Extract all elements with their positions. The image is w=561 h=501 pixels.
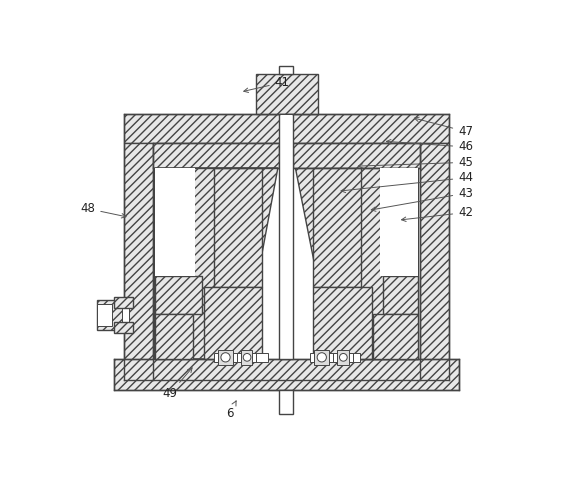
Bar [279,390,293,414]
Text: 6: 6 [226,401,236,420]
Text: 46: 46 [387,139,473,153]
Bar [204,287,263,359]
Circle shape [243,354,251,361]
Bar [279,114,293,359]
Text: 41: 41 [244,76,289,93]
Bar [153,143,279,168]
Bar [333,353,352,362]
Text: 43: 43 [371,187,473,211]
Bar [97,304,112,326]
Bar [124,114,449,143]
Bar [114,297,133,308]
Circle shape [339,354,347,361]
Bar [310,353,360,362]
Text: 42: 42 [402,206,473,221]
Bar [281,115,292,358]
Text: 44: 44 [341,171,473,192]
Text: 49: 49 [162,368,192,400]
Bar [97,301,126,330]
Bar [420,143,449,380]
Bar [214,353,268,362]
Bar [214,168,263,287]
Text: 48: 48 [80,202,126,218]
Bar [122,301,129,330]
Bar [114,322,133,334]
Circle shape [317,353,327,362]
Text: 45: 45 [358,156,473,169]
Circle shape [221,353,230,362]
Bar [155,168,195,276]
Bar [256,74,318,114]
Bar [155,276,203,314]
Polygon shape [155,168,278,359]
Bar [383,276,418,314]
Bar [313,168,361,287]
Polygon shape [295,168,418,359]
Bar [279,66,293,74]
Bar [313,287,372,359]
Bar [293,143,420,168]
Bar [241,350,252,365]
Bar [374,314,418,359]
Bar [114,359,459,390]
Text: 47: 47 [415,117,473,138]
Bar [124,143,153,380]
Bar [218,350,233,365]
Bar [337,350,349,365]
Bar [314,350,329,365]
Bar [155,314,193,359]
Bar [237,353,256,362]
Bar [380,168,418,276]
